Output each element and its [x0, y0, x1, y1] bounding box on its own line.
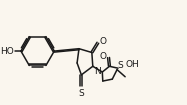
Text: S: S — [79, 89, 84, 98]
Text: O: O — [100, 52, 107, 61]
Text: O: O — [100, 37, 107, 46]
Text: S: S — [118, 61, 124, 70]
Text: HO: HO — [1, 47, 14, 56]
Text: N: N — [94, 67, 101, 76]
Text: OH: OH — [126, 60, 139, 69]
